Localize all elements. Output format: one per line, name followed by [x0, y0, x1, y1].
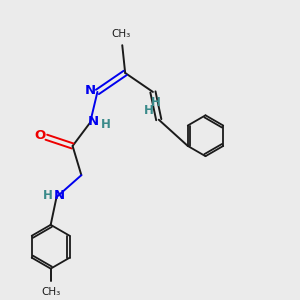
Text: CH₃: CH₃ [41, 287, 60, 297]
Text: CH₃: CH₃ [111, 29, 130, 39]
Text: N: N [53, 189, 64, 202]
Text: H: H [43, 189, 53, 202]
Text: O: O [34, 129, 46, 142]
Text: H: H [100, 118, 110, 131]
Text: N: N [85, 84, 96, 97]
Text: H: H [144, 104, 154, 117]
Text: N: N [88, 115, 99, 128]
Text: H: H [151, 96, 161, 109]
